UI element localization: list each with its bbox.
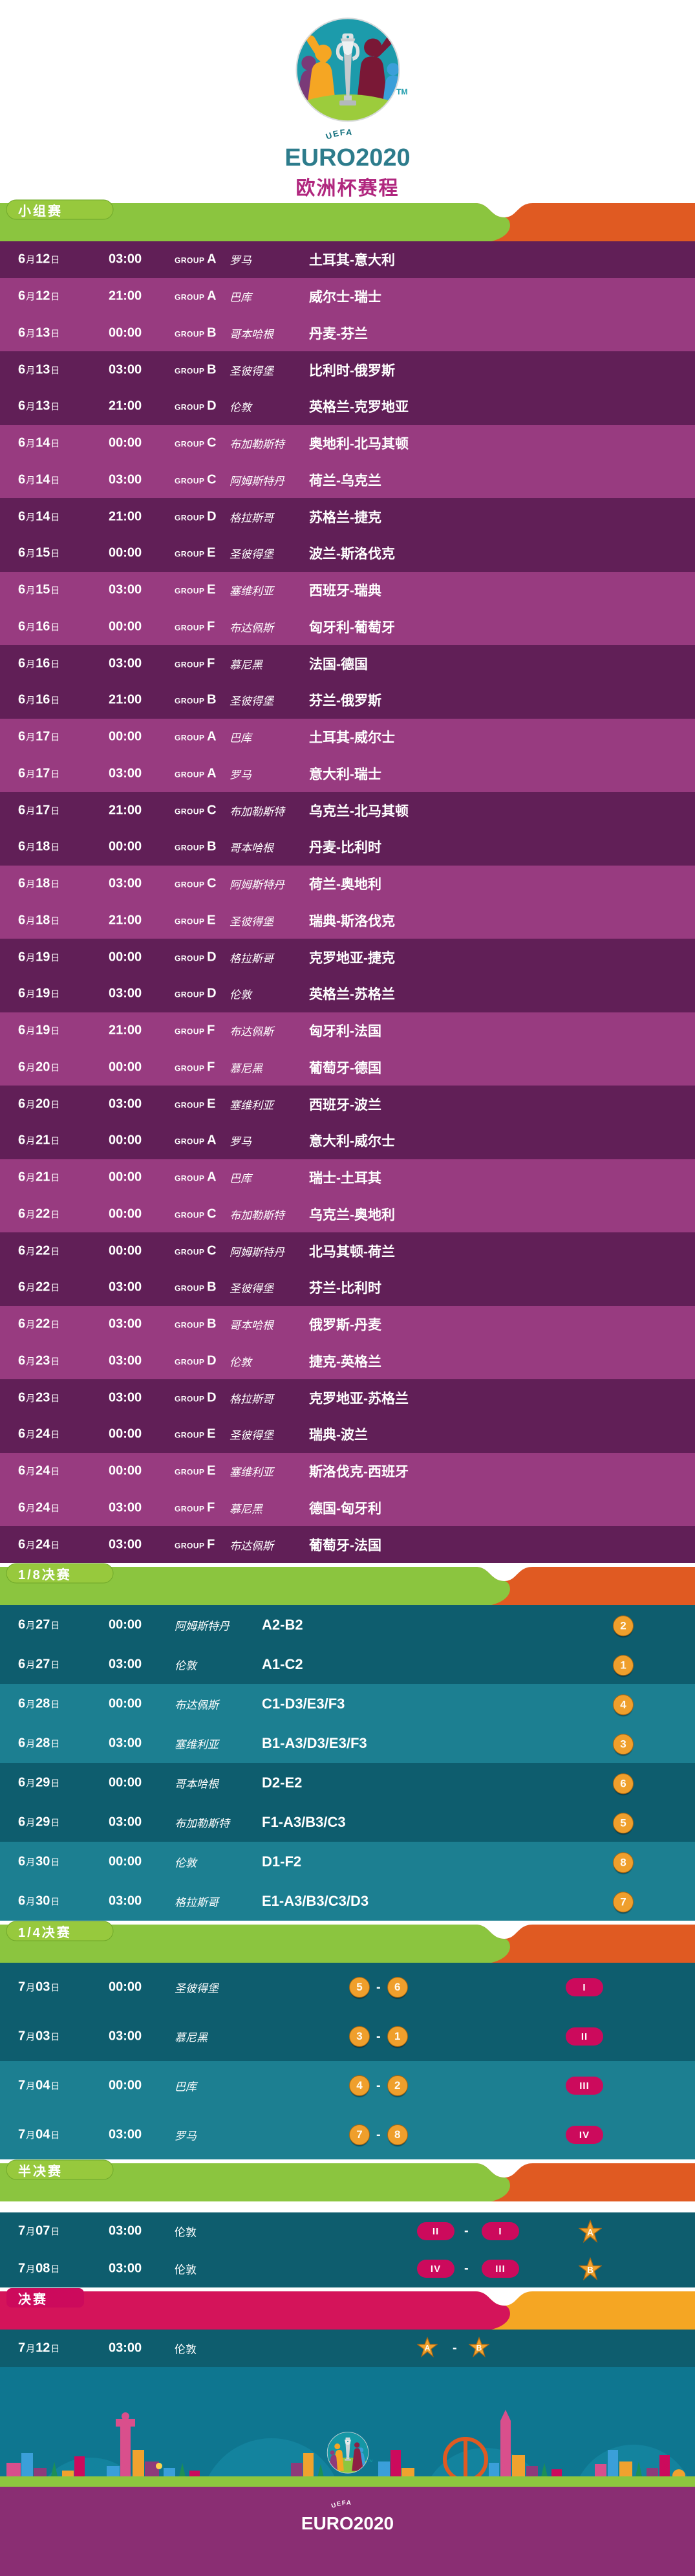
svg-text:B: B bbox=[587, 2265, 593, 2275]
svg-text:UEFA: UEFA bbox=[324, 128, 353, 142]
svg-text:UEFA: UEFA bbox=[330, 2500, 352, 2510]
svg-text:TM: TM bbox=[368, 2460, 372, 2463]
svg-text:B: B bbox=[476, 2344, 482, 2353]
svg-text:TM: TM bbox=[396, 87, 407, 96]
svg-text:A: A bbox=[425, 2344, 431, 2353]
svg-text:A: A bbox=[587, 2227, 593, 2237]
